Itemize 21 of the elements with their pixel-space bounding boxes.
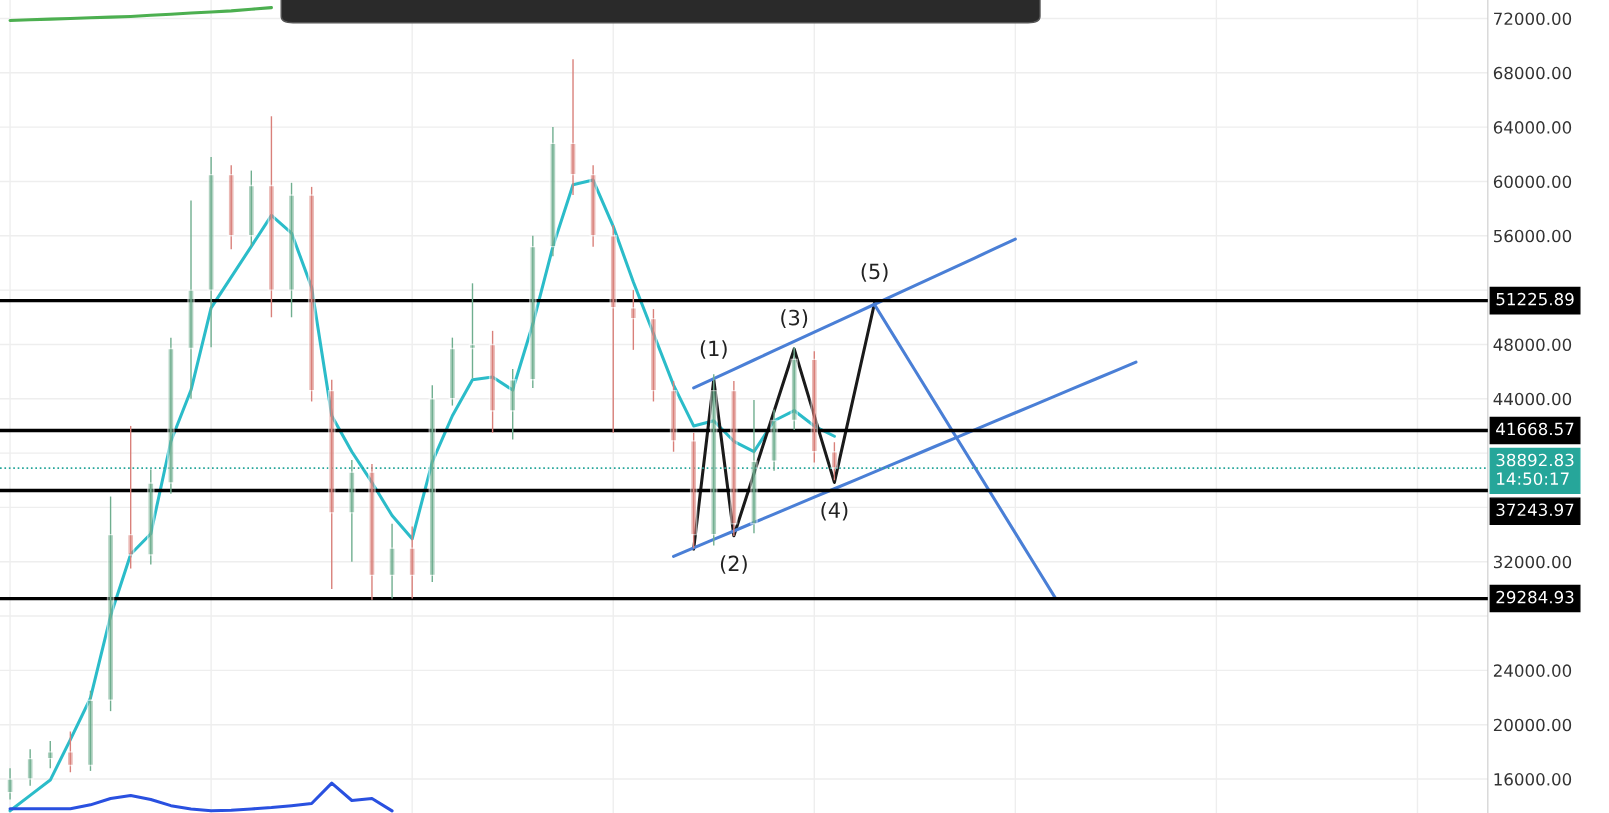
y-tick-label: 72000.00: [1494, 12, 1572, 26]
annotation: (5): [861, 263, 888, 282]
y-tick-label: 20000.00: [1493, 718, 1572, 732]
ref-line-label: 51225.89: [1496, 292, 1574, 306]
y-tick-label: 32000.00: [1493, 555, 1572, 569]
y-tick-label: 44000.00: [1493, 392, 1572, 406]
ref-line-label: 37243.97: [1496, 503, 1574, 517]
annotation: (1): [700, 340, 727, 359]
y-tick-label: 16000.00: [1494, 773, 1572, 786]
ref-line-label: 41668.57: [1496, 422, 1574, 436]
y-tick-label: 56000.00: [1493, 229, 1572, 243]
y-tick-label: 48000.00: [1493, 338, 1572, 351]
annotation: (2): [720, 555, 747, 574]
ref-line-label: 38892.83 14:50:17: [1496, 453, 1574, 485]
y-tick-label: 24000.00: [1493, 664, 1572, 677]
annotation: (3): [781, 309, 808, 328]
annotation: (4): [821, 501, 848, 521]
ref-line-label: 29284.93: [1496, 590, 1574, 604]
y-tick-label: 64000.00: [1493, 121, 1572, 134]
y-tick-label: 68000.00: [1493, 66, 1572, 80]
y-tick-label: 60000.00: [1493, 175, 1572, 189]
